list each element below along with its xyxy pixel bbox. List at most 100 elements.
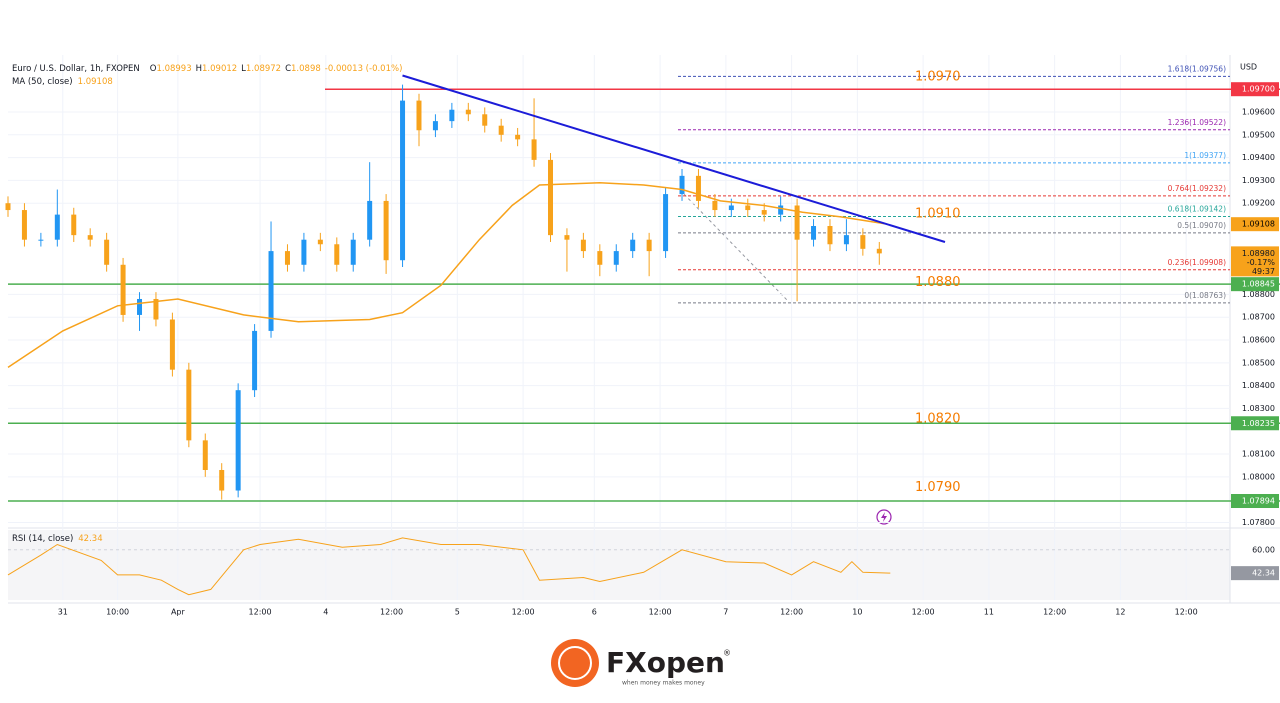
level-annotation: 1.0970 (915, 70, 961, 85)
x-tick-label: 12:00 (249, 608, 272, 617)
legend-change: -0.00013 (-0.01%) (325, 64, 403, 74)
x-tick-label: 7 (723, 608, 728, 617)
candle-body (71, 214, 77, 236)
legend-value: 1.08993 (156, 64, 191, 74)
candle-body (268, 251, 274, 331)
y-tick-label: 1.09500 (1242, 130, 1275, 139)
last-price-countdown: 49:37 (1252, 267, 1275, 276)
candle-body (383, 200, 389, 261)
candle-body (515, 134, 521, 140)
candle-body (712, 200, 718, 211)
price-box-label: 1.07894 (1242, 497, 1275, 506)
candle-body (843, 235, 849, 245)
x-tick-label: 12:00 (1043, 608, 1066, 617)
legend-key: C (285, 64, 291, 74)
x-tick-label: 10 (852, 608, 862, 617)
fib-label: 0.618(1.09142) (1168, 204, 1226, 213)
candle-body (597, 251, 603, 265)
price-box (1231, 82, 1279, 97)
rsi-box (1231, 566, 1279, 581)
candle-body (202, 440, 208, 470)
y-tick-label: 1.08400 (1242, 381, 1275, 390)
y-tick-label: 60.00 (1252, 545, 1275, 554)
candle-body (416, 100, 422, 131)
y-tick-label: 1.08100 (1242, 450, 1275, 459)
legend-key: O (150, 64, 157, 74)
y-tick-label: 1.08000 (1242, 472, 1275, 481)
candle-body (630, 239, 636, 252)
brand-name: FXopen (606, 646, 725, 679)
candle-body (137, 298, 143, 315)
x-tick-label: 5 (455, 608, 460, 617)
candle-body (334, 244, 340, 265)
candle-body (778, 205, 784, 215)
candle-body (564, 235, 570, 240)
rsi-value: 42.34 (78, 534, 102, 544)
fib-label: 0.236(1.09908) (1168, 258, 1226, 267)
candle-body (794, 205, 800, 240)
rsi-line (7, 537, 891, 596)
candle-body (811, 226, 817, 240)
x-tick-label: 12:00 (380, 608, 403, 617)
candle-body (400, 100, 406, 261)
rsi-box-label: 42.34 (1252, 569, 1275, 578)
ma-name: MA (50, close) (12, 77, 73, 87)
candle-body (252, 330, 258, 391)
candle-body (169, 319, 175, 370)
x-tick-label: Apr (171, 608, 186, 617)
level-annotation: 1.0820 (915, 412, 961, 427)
x-tick-label: 11 (984, 608, 994, 617)
rsi-name: RSI (14, close) (12, 534, 73, 544)
legend-value: 1.09012 (202, 64, 237, 74)
candle-body (153, 298, 159, 320)
brand-mark: ® (723, 649, 731, 658)
price-box-label: 1.09108 (1242, 220, 1275, 229)
candle-body (860, 235, 866, 249)
candle-body (301, 239, 307, 265)
logo-ring (558, 646, 592, 680)
last-price-box (1231, 246, 1279, 277)
candle-body (219, 469, 225, 491)
candle-body (745, 205, 751, 211)
fib-label: 0.5(1.09070) (1177, 221, 1226, 230)
candle-body (663, 194, 669, 252)
price-box (1231, 277, 1279, 292)
y-tick-label: 1.09200 (1242, 199, 1275, 208)
level-annotation: 1.0790 (915, 480, 961, 495)
candle-body (87, 235, 93, 240)
legend-key: L (241, 64, 246, 74)
rsi-pane (8, 530, 1230, 600)
candle-body (350, 239, 356, 265)
event-icon[interactable] (876, 509, 892, 525)
x-tick-label: 10:00 (106, 608, 129, 617)
x-tick-label: 12:00 (912, 608, 935, 617)
price-box-label: 1.09700 (1242, 85, 1275, 94)
candle-body (104, 239, 110, 265)
legend-value: 1.08972 (246, 64, 281, 74)
level-annotation: 1.0880 (915, 275, 961, 290)
x-tick-label: 12:00 (512, 608, 535, 617)
trend-line (402, 74, 946, 243)
candle-body (531, 139, 537, 160)
fib-anchor (679, 189, 788, 301)
candle-body (580, 239, 586, 252)
fib-label: 1.618(1.09756) (1168, 64, 1226, 73)
currency-label: USD (1240, 63, 1257, 72)
y-tick-label: 1.09400 (1242, 153, 1275, 162)
fib-label: 1(1.09377) (1184, 151, 1226, 160)
candle-body (465, 109, 471, 115)
last-price-change: -0.17% (1247, 258, 1276, 267)
candle-body (38, 239, 44, 241)
candle-body (317, 239, 323, 245)
y-tick-label: 1.08800 (1242, 290, 1275, 299)
candle-body (186, 369, 192, 441)
legend: Euro / U.S. Dollar, 1h, FXOPEN O1.08993 H1… (12, 64, 402, 74)
level-annotation: 1.0910 (915, 207, 961, 222)
candle-body (432, 121, 438, 131)
price-box (1231, 416, 1279, 431)
x-tick-label: 4 (323, 608, 328, 617)
y-tick-label: 1.08500 (1242, 358, 1275, 367)
candle-body (695, 175, 701, 201)
